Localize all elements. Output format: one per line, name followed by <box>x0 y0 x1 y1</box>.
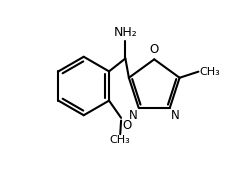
Text: O: O <box>122 119 131 132</box>
Text: O: O <box>150 43 159 56</box>
Text: CH₃: CH₃ <box>110 135 130 145</box>
Text: CH₃: CH₃ <box>200 67 220 77</box>
Text: N: N <box>128 109 137 122</box>
Text: NH₂: NH₂ <box>114 26 137 39</box>
Text: N: N <box>171 109 180 122</box>
